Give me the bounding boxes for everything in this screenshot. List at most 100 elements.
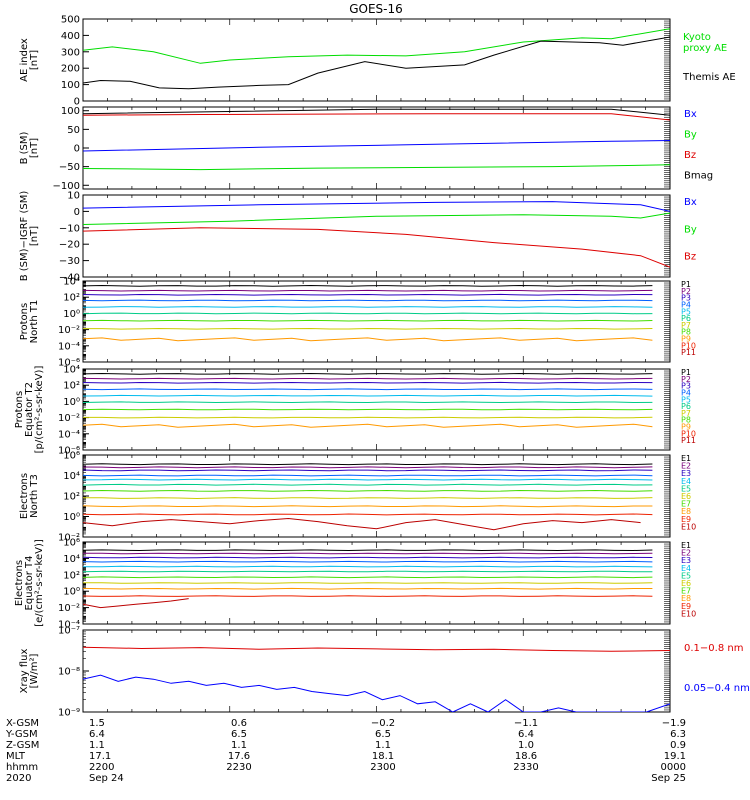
bsm-y-title: B (SM) — [19, 131, 30, 164]
pT1-legend-item: P1 — [681, 280, 691, 289]
ae-series-kyoto-proxy-ae — [83, 28, 670, 64]
pT1-y-tick-label: 10⁻⁴ — [58, 341, 80, 352]
pT1-legend-item: P4 — [681, 300, 691, 309]
orbit-value: 17.6 — [228, 751, 250, 762]
orbit-value: 0.6 — [231, 718, 247, 729]
eT3-channel-line — [83, 474, 653, 477]
eT4-lowest-channel-line — [83, 598, 189, 609]
pT1-legend-item: P8 — [681, 328, 691, 337]
bsm-legend-item: Bmag — [684, 171, 713, 182]
eT3-channel-line — [83, 505, 653, 508]
pT1-legend-item: P9 — [681, 335, 691, 344]
eT4-legend-item: E5 — [681, 571, 691, 580]
bsm-frame — [82, 106, 671, 190]
pT2-channel-line — [83, 381, 653, 384]
pT2-legend-item: P11 — [681, 436, 696, 445]
orbit-value: 6.4 — [89, 729, 105, 740]
xray-y-tick-label: 10⁻⁷ — [58, 626, 80, 637]
bsm-y-tick-label: −50 — [59, 162, 80, 173]
bsm-panel: −100 −50 0 50 100 B (SM) [nT] Bx By Bz Bmag — [19, 106, 713, 192]
eT4-legend-item: E3 — [681, 556, 691, 565]
legend-kyoto-proxy-ae: proxy AE — [683, 43, 727, 54]
xray-series-0-1-0-8-nm — [83, 646, 670, 652]
eT4-legend-item: E8 — [681, 594, 691, 603]
bsm-y-tick-label: −100 — [53, 181, 80, 192]
bsm-legend-item: By — [684, 130, 697, 141]
xray-y-tick-label: 10⁻⁹ — [58, 708, 80, 719]
eT4-legend-item: E9 — [681, 602, 691, 611]
pT1-legend-item: P5 — [681, 307, 691, 316]
bigrf-y-tick-label: 0 — [74, 207, 80, 218]
orbit-value: 19.1 — [664, 751, 686, 762]
eT3-legend-item: E9 — [681, 515, 691, 524]
orbit-value: 1.1 — [375, 740, 391, 751]
orbit-value: 1.0 — [518, 740, 534, 751]
orbit-value: 6.5 — [231, 729, 247, 740]
pT2-y-tick-label: 10⁴ — [63, 365, 80, 376]
orbit-value: −0.2 — [371, 718, 395, 729]
plot-title: GOES-16 — [349, 2, 403, 16]
pT1-y-tick-label: 10² — [63, 293, 80, 304]
orbit-value: 1.5 — [89, 718, 105, 729]
eT3-y-tick-label: 10⁻² — [58, 533, 80, 544]
eT4-y-tick-label: 10⁻⁴ — [58, 620, 80, 631]
bigrf-panel: −40 −30 −20 −10 0 10 B (SM)−IGRF (SM) [nT] Bx By B… — [19, 191, 697, 284]
eT3-channel-line — [83, 483, 653, 486]
xray-series-0-05-0-4-nm — [83, 674, 670, 712]
pT1-legend-item: P11 — [681, 348, 696, 357]
eT3-channel-line — [83, 469, 653, 472]
ae-y-tick-label: 200 — [61, 64, 80, 75]
orbit-row-label: Z-GSM — [6, 740, 39, 751]
pT2-legend-item: P3 — [681, 382, 691, 391]
orbit-row-label: X-GSM — [6, 718, 39, 729]
eT3-y-title: Electrons — [19, 473, 30, 519]
eT4-channel-line — [83, 565, 653, 568]
bigrf-legend-item: Bx — [684, 197, 697, 208]
orbit-value: 18.6 — [515, 751, 537, 762]
pT1-frame — [82, 280, 671, 363]
orbit-row-label: hhmm — [6, 762, 38, 773]
bigrf-series-by — [83, 212, 670, 225]
orbit-value: 6.5 — [375, 729, 391, 740]
bsm-series-bmag — [83, 108, 670, 116]
eT4-channel-line — [83, 570, 653, 573]
bsm-legend-item: Bx — [684, 109, 697, 120]
eT4-legend-item: E7 — [681, 587, 691, 596]
ae-y-tick-label: 400 — [61, 31, 80, 42]
eT3-channel-line — [83, 513, 653, 516]
orbit-row-label: 2020 — [6, 773, 31, 784]
eT4-channel-line — [83, 595, 653, 597]
pT2-y-tick-label: 10⁻⁴ — [58, 429, 80, 440]
eT4-y-title: Electrons — [14, 560, 25, 606]
eT4-y-title: [e/(cm²-s-sr-keV)] — [34, 539, 45, 627]
pT1-channel-line — [83, 293, 653, 296]
pT1-panel: 10⁻⁶ 10⁻⁴ 10⁻² 10⁰ 10² 10⁴ Protons North T1 P1P2… — [19, 277, 696, 369]
eT3-legend-item: E5 — [681, 484, 691, 493]
eT3-channel-line — [83, 466, 653, 469]
eT4-channel-line — [83, 582, 653, 584]
bigrf-series-bz — [83, 227, 670, 268]
eT4-channel-line — [83, 556, 653, 559]
pT2-y-title: Protons — [14, 391, 25, 428]
orbit-row-label: MLT — [6, 751, 26, 762]
eT3-channel-line — [83, 497, 653, 500]
pT2-channel-line — [83, 394, 653, 397]
eT4-y-tick-label: 10⁴ — [63, 554, 80, 565]
pT2-legend-item: P5 — [681, 395, 691, 404]
eT4-y-tick-label: 10⁻² — [58, 603, 80, 614]
eT3-legend-item: E8 — [681, 507, 691, 516]
xray-y-tick-label: 10⁻⁸ — [58, 667, 80, 678]
pT1-legend-item: P3 — [681, 294, 691, 303]
eT4-channel-line — [83, 560, 653, 563]
orbit-table: X-GSM 1.5 0.6 −0.2 −1.1 −1.9 Y-GSM 6.4 6.5 6.5 6.4… — [5, 718, 686, 784]
eT3-legend-item: E4 — [681, 477, 691, 486]
pT1-y-tick-label: 10⁴ — [63, 277, 80, 288]
pT1-legend-item: P2 — [681, 287, 691, 296]
eT4-legend-item: E10 — [681, 609, 696, 618]
orbit-value: 0000 — [661, 762, 686, 773]
pT1-legend-item: P10 — [681, 341, 696, 350]
pT1-y-title: North T1 — [29, 300, 40, 344]
